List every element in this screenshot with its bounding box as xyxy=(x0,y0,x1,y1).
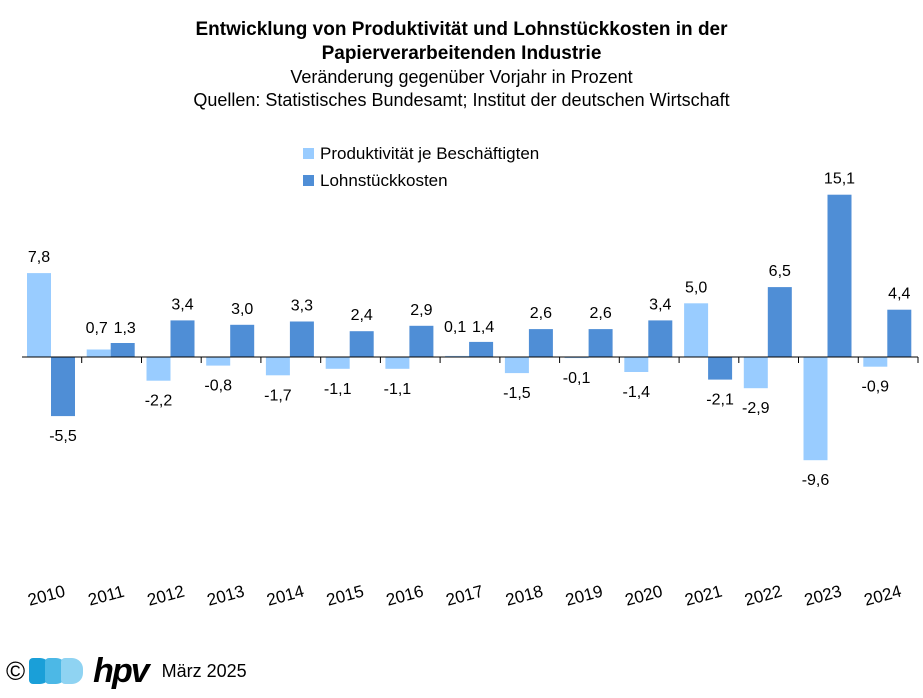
data-label-produktivitaet-2019: -0,1 xyxy=(563,370,591,387)
data-label-produktivitaet-2015: -1,1 xyxy=(324,381,352,398)
bar-lohnstueckkosten-2023 xyxy=(827,194,852,357)
chart-subtitle: Veränderung gegenüber Vorjahr in Prozent xyxy=(290,67,633,87)
x-tick-label-2017: 2017 xyxy=(444,582,485,610)
x-tick-label-2012: 2012 xyxy=(145,582,186,610)
data-label-produktivitaet-2013: -0,8 xyxy=(204,378,232,395)
bar-lohnstueckkosten-2010 xyxy=(51,357,75,417)
bar-lohnstueckkosten-2017 xyxy=(469,341,494,357)
footer-date: März 2025 xyxy=(161,660,247,681)
legend-item-lohnstueckkosten: Lohnstückkosten xyxy=(303,167,539,194)
copyright-symbol: © xyxy=(6,656,26,686)
bar-produktivitaet-2017 xyxy=(445,355,470,357)
bar-lohnstueckkosten-2024 xyxy=(887,309,912,357)
x-tick-label-2010: 2010 xyxy=(26,582,67,610)
x-tick-label-2023: 2023 xyxy=(802,582,843,610)
data-label-lohnstueckkosten-2023: 15,1 xyxy=(824,171,855,188)
x-tick-label-2011: 2011 xyxy=(86,582,126,610)
data-label-lohnstueckkosten-2011: 1,3 xyxy=(114,320,136,337)
bar-chart: 7,8 -5,5 2010 0,7 1,3 2011 -2,2 3,4 2012 -0,8 3,0 2… xyxy=(22,171,919,610)
data-label-lohnstueckkosten-2020: 3,4 xyxy=(649,296,671,313)
bar-produktivitaet-2011 xyxy=(86,349,111,357)
bar-produktivitaet-2013 xyxy=(206,357,231,366)
data-label-produktivitaet-2012: -2,2 xyxy=(145,393,173,410)
data-label-produktivitaet-2014: -1,7 xyxy=(264,387,292,404)
data-label-lohnstueckkosten-2014: 3,3 xyxy=(291,298,313,315)
legend-label-lohnstueckkosten: Lohnstückkosten xyxy=(320,171,448,190)
data-label-lohnstueckkosten-2021: -2,1 xyxy=(706,392,734,409)
data-label-lohnstueckkosten-2017: 1,4 xyxy=(472,319,494,336)
bar-produktivitaet-2010 xyxy=(27,273,51,357)
data-label-lohnstueckkosten-2019: 2,6 xyxy=(589,305,611,322)
data-label-produktivitaet-2011: 0,7 xyxy=(86,320,108,337)
data-label-produktivitaet-2016: -1,1 xyxy=(384,381,412,398)
bar-lohnstueckkosten-2014 xyxy=(289,321,314,357)
data-label-produktivitaet-2020: -1,4 xyxy=(623,384,651,401)
bar-produktivitaet-2023 xyxy=(803,357,828,461)
x-tick-label-2014: 2014 xyxy=(265,582,306,610)
data-label-lohnstueckkosten-2022: 6,5 xyxy=(769,263,791,280)
bar-lohnstueckkosten-2020 xyxy=(648,320,673,357)
x-tick-label-2019: 2019 xyxy=(563,582,604,610)
legend: Produktivität je Beschäftigten Lohnstück… xyxy=(303,140,539,194)
bar-produktivitaet-2016 xyxy=(385,357,410,369)
bar-produktivitaet-2019 xyxy=(564,357,589,359)
bar-produktivitaet-2020 xyxy=(624,357,649,372)
x-tick-label-2013: 2013 xyxy=(205,582,246,610)
chart-source: Quellen: Statistisches Bundesamt; Instit… xyxy=(193,90,730,110)
legend-label-produktivitaet: Produktivität je Beschäftigten xyxy=(320,144,540,163)
data-label-lohnstueckkosten-2010: -5,5 xyxy=(49,428,77,445)
data-label-produktivitaet-2024: -0,9 xyxy=(862,379,890,396)
bar-lohnstueckkosten-2016 xyxy=(409,325,434,357)
x-tick-label-2016: 2016 xyxy=(384,582,425,610)
bar-lohnstueckkosten-2022 xyxy=(767,287,792,357)
chart-title: Entwicklung von Produktivität und Lohnst… xyxy=(0,18,923,66)
legend-swatch-produktivitaet xyxy=(303,148,314,159)
bar-produktivitaet-2018 xyxy=(504,357,529,374)
data-label-produktivitaet-2023: -9,6 xyxy=(802,472,830,489)
x-tick-label-2020: 2020 xyxy=(623,582,664,610)
chart-title-line-2: Papierverarbeitenden Industrie xyxy=(321,43,602,64)
bar-lohnstueckkosten-2018 xyxy=(528,329,553,357)
x-tick-label-2015: 2015 xyxy=(324,582,365,610)
data-label-lohnstueckkosten-2016: 2,9 xyxy=(410,302,432,319)
data-label-produktivitaet-2018: -1,5 xyxy=(503,385,531,402)
bar-produktivitaet-2012 xyxy=(146,357,171,381)
hpv-logo-mark-icon xyxy=(29,658,84,684)
data-label-lohnstueckkosten-2015: 2,4 xyxy=(351,307,373,324)
chart-titles: Entwicklung von Produktivität und Lohnst… xyxy=(0,18,923,112)
data-label-produktivitaet-2021: 5,0 xyxy=(685,279,707,296)
bar-lohnstueckkosten-2011 xyxy=(110,343,135,357)
bar-produktivitaet-2014 xyxy=(265,357,290,376)
data-label-lohnstueckkosten-2018: 2,6 xyxy=(530,305,552,322)
legend-item-produktivitaet: Produktivität je Beschäftigten xyxy=(303,140,539,167)
footer: © hpv März 2025 xyxy=(6,652,247,690)
legend-swatch-lohnstueckkosten xyxy=(303,175,314,186)
data-label-produktivitaet-2010: 7,8 xyxy=(28,249,50,266)
data-label-produktivitaet-2017: 0,1 xyxy=(444,319,466,336)
bar-produktivitaet-2022 xyxy=(743,357,768,389)
data-label-lohnstueckkosten-2013: 3,0 xyxy=(231,301,253,318)
hpv-logo-text: hpv xyxy=(93,651,149,690)
bar-produktivitaet-2015 xyxy=(325,357,350,369)
bar-lohnstueckkosten-2013 xyxy=(230,324,255,358)
bar-produktivitaet-2024 xyxy=(863,357,888,367)
data-label-lohnstueckkosten-2024: 4,4 xyxy=(888,286,910,303)
x-tick-label-2024: 2024 xyxy=(862,582,903,610)
x-tick-label-2021: 2021 xyxy=(683,582,724,610)
chart-title-line-1: Entwicklung von Produktivität und Lohnst… xyxy=(195,19,728,40)
data-label-lohnstueckkosten-2012: 3,4 xyxy=(171,296,193,313)
x-tick-label-2018: 2018 xyxy=(504,582,545,610)
bar-lohnstueckkosten-2015 xyxy=(349,331,374,357)
bar-produktivitaet-2021 xyxy=(684,303,709,358)
x-tick-label-2022: 2022 xyxy=(743,582,784,610)
bar-lohnstueckkosten-2021 xyxy=(708,357,733,380)
bar-lohnstueckkosten-2012 xyxy=(170,320,195,357)
data-label-produktivitaet-2022: -2,9 xyxy=(742,400,770,417)
bar-lohnstueckkosten-2019 xyxy=(588,329,613,357)
